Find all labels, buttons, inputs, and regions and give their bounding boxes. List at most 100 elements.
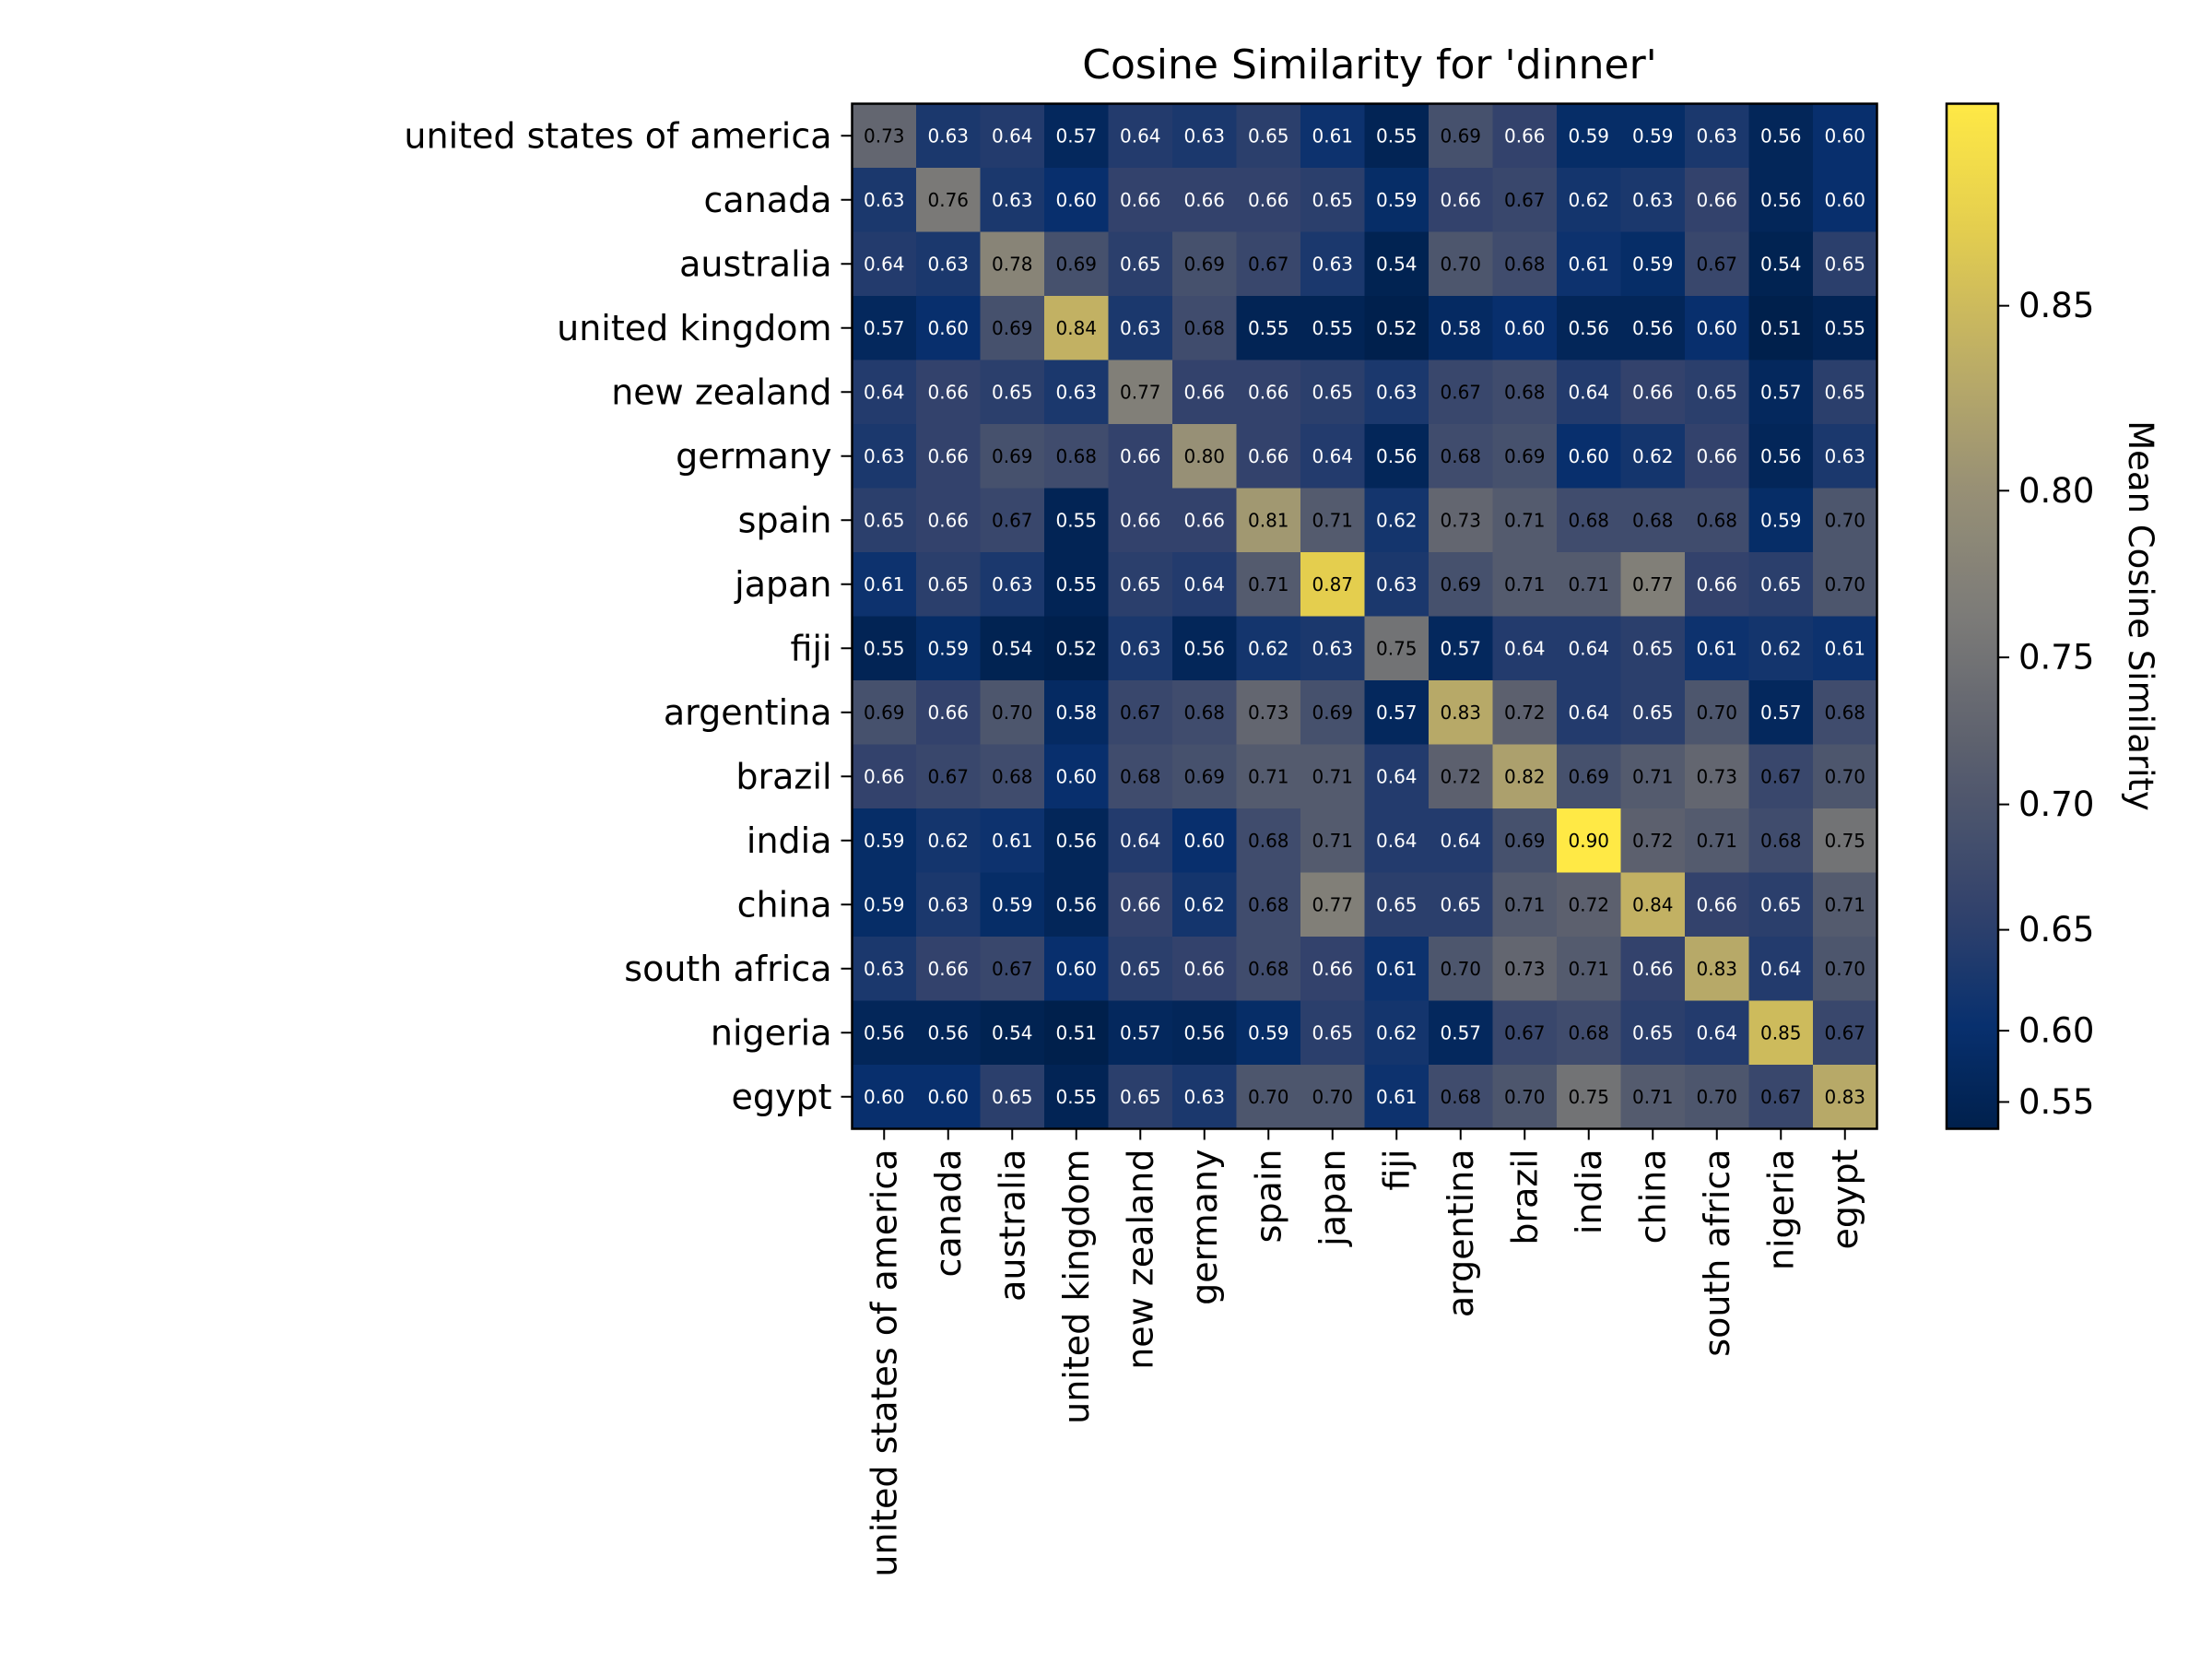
heatmap-cell (1620, 168, 1686, 233)
cell-value-label: 0.62 (1183, 893, 1225, 915)
cell-value-label: 0.68 (1760, 830, 1802, 852)
cell-value-label: 0.51 (1760, 317, 1802, 339)
y-tick-label: japan (734, 564, 831, 605)
heatmap-cell (1300, 680, 1366, 746)
cell-value-label: 0.55 (1055, 1086, 1097, 1108)
heatmap-cell (1044, 424, 1110, 489)
cell-value-label: 0.70 (1696, 1086, 1737, 1108)
cell-value-label: 0.61 (1312, 124, 1353, 147)
cell-value-label: 0.56 (1183, 1021, 1225, 1044)
heatmap-cell (1620, 808, 1686, 874)
heatmap-cell (1108, 616, 1173, 681)
heatmap-cell (1813, 937, 1878, 1002)
cell-value-label: 0.77 (1120, 381, 1161, 403)
heatmap-cell (1044, 488, 1110, 553)
heatmap-cell (852, 1000, 917, 1066)
cell-value-label: 0.56 (1760, 189, 1802, 211)
cell-value-label: 0.59 (1376, 189, 1418, 211)
heatmap-cell (1748, 488, 1814, 553)
heatmap-cell (1685, 552, 1750, 618)
heatmap-cell (1748, 744, 1814, 809)
cell-value-label: 0.59 (1760, 509, 1802, 531)
heatmap-cell (916, 616, 982, 681)
colorbar-tick-label: 0.75 (2018, 638, 2094, 678)
cell-value-label: 0.56 (1632, 317, 1674, 339)
heatmap-cell (1492, 744, 1558, 809)
heatmap-cell (1813, 680, 1878, 746)
cell-value-label: 0.66 (1632, 381, 1674, 403)
cell-value-label: 0.83 (1824, 1086, 1865, 1108)
cell-value-label: 0.51 (1055, 1021, 1097, 1044)
cell-value-label: 0.66 (927, 509, 969, 531)
heatmap-cell (1044, 103, 1110, 169)
cell-value-label: 0.66 (1120, 189, 1161, 211)
heatmap-cell (1300, 424, 1366, 489)
heatmap-cell (1172, 424, 1238, 489)
cell-value-label: 0.71 (1248, 765, 1289, 787)
cell-value-label: 0.68 (1824, 702, 1865, 724)
cell-value-label: 0.68 (1632, 509, 1674, 531)
cell-value-label: 0.82 (1504, 765, 1546, 787)
cell-value-label: 0.84 (1055, 317, 1097, 339)
cell-value-label: 0.65 (992, 381, 1033, 403)
heatmap-cell (1108, 1000, 1173, 1066)
x-tick-label: india (1569, 1150, 1609, 1235)
cell-value-label: 0.73 (864, 124, 905, 147)
cell-value-label: 0.59 (864, 830, 905, 852)
heatmap-cell (1557, 424, 1622, 489)
heatmap-cell (916, 296, 982, 361)
cell-value-label: 0.60 (1055, 958, 1097, 980)
cell-value-label: 0.59 (1632, 124, 1674, 147)
heatmap-cell (1108, 808, 1173, 874)
cell-value-label: 0.55 (1248, 317, 1289, 339)
heatmap-cell (980, 808, 1045, 874)
heatmap-cell (852, 360, 917, 425)
heatmap-cell (980, 552, 1045, 618)
cell-value-label: 0.69 (864, 702, 905, 724)
cell-value-label: 0.83 (1440, 702, 1481, 724)
heatmap-cell (1557, 231, 1622, 297)
heatmap-cell (1620, 937, 1686, 1002)
heatmap-cell (1620, 1000, 1686, 1066)
cell-value-label: 0.62 (1248, 637, 1289, 659)
cell-value-label: 0.67 (992, 958, 1033, 980)
heatmap-cell (1492, 680, 1558, 746)
colorbar-tick-label: 0.80 (2018, 471, 2094, 511)
heatmap-cell (1236, 680, 1301, 746)
heatmap-cell (980, 937, 1045, 1002)
heatmap-cell (1813, 360, 1878, 425)
cell-value-label: 0.68 (992, 765, 1033, 787)
cell-value-label: 0.57 (1440, 1021, 1481, 1044)
cell-value-label: 0.65 (1824, 381, 1865, 403)
heatmap-cell (1813, 168, 1878, 233)
heatmap-cell (852, 937, 917, 1002)
cell-value-label: 0.59 (1248, 1021, 1289, 1044)
cell-value-label: 0.52 (1376, 317, 1418, 339)
heatmap-cell (1685, 744, 1750, 809)
heatmap-cell (852, 103, 917, 169)
x-tick-label: fiji (1376, 1150, 1417, 1191)
cell-value-label: 0.66 (1183, 509, 1225, 531)
y-tick-label: fiji (790, 628, 831, 668)
y-tick-label: united states of america (404, 115, 831, 156)
cell-value-label: 0.62 (1376, 509, 1418, 531)
cell-value-label: 0.70 (1248, 1086, 1289, 1108)
heatmap-cell (852, 680, 917, 746)
cell-value-label: 0.60 (1696, 317, 1737, 339)
heatmap-cell (1685, 168, 1750, 233)
cell-value-label: 0.60 (1504, 317, 1546, 339)
cell-value-label: 0.72 (1568, 893, 1609, 915)
heatmap-cell (1685, 360, 1750, 425)
cell-value-label: 0.66 (1696, 573, 1737, 596)
heatmap-cell (916, 360, 982, 425)
heatmap-cell (1300, 231, 1366, 297)
cell-value-label: 0.60 (1824, 124, 1865, 147)
cell-value-label: 0.71 (1568, 573, 1609, 596)
cell-value-label: 0.66 (1248, 189, 1289, 211)
cell-value-label: 0.71 (1504, 509, 1546, 531)
heatmap-cell (1748, 937, 1814, 1002)
cell-value-label: 0.67 (1248, 253, 1289, 275)
heatmap-cell (1172, 872, 1238, 938)
heatmap-cell (1300, 616, 1366, 681)
